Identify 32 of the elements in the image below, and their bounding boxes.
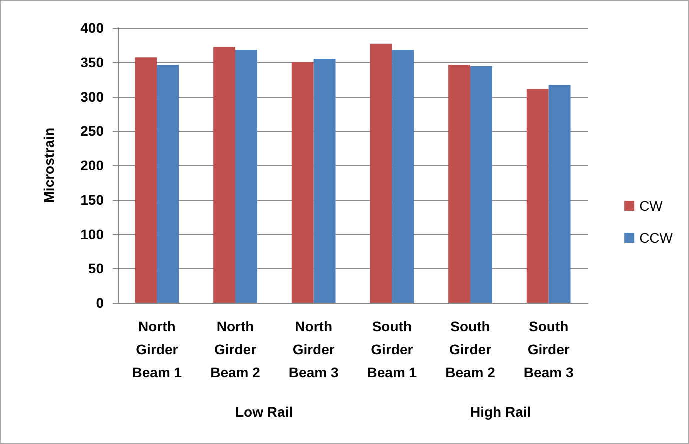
y-tick-label: 50 <box>88 260 104 277</box>
bar <box>292 62 314 303</box>
y-tick-label: 250 <box>80 123 104 140</box>
x-tick-label: North Girder Beam 3 <box>288 318 339 380</box>
x-tick-label: South Girder Beam 1 <box>367 318 418 380</box>
legend-label: CW <box>640 198 664 214</box>
x-tick-label: South Girder Beam 2 <box>446 318 496 380</box>
y-tick-label: 300 <box>80 88 104 105</box>
bar <box>392 50 414 303</box>
bar <box>236 50 258 303</box>
bar <box>135 58 158 303</box>
bar <box>470 66 492 303</box>
bar <box>526 89 549 303</box>
y-tick-label: 100 <box>80 226 104 242</box>
bar <box>548 85 571 303</box>
bar <box>157 65 180 303</box>
y-tick-label: 200 <box>80 158 104 174</box>
bar <box>370 44 392 303</box>
bar <box>314 58 336 303</box>
x-tick-label: South Girder Beam 3 <box>524 318 574 380</box>
y-tick-label: 150 <box>80 192 104 208</box>
y-tick-label: 400 <box>80 20 104 36</box>
text: High Rail <box>470 404 532 420</box>
x-tick-label: North Girder Beam 2 <box>210 318 261 380</box>
bar <box>448 65 470 303</box>
legend-label: CCW <box>640 230 674 246</box>
x-tick-label: North Girder Beam 1 <box>132 318 182 380</box>
y-tick-label: 350 <box>80 54 104 70</box>
y-tick-label: 0 <box>96 295 104 311</box>
bar <box>214 47 236 303</box>
y-axis-title: Microstrain <box>41 128 57 204</box>
text: Low Rail <box>236 404 294 420</box>
